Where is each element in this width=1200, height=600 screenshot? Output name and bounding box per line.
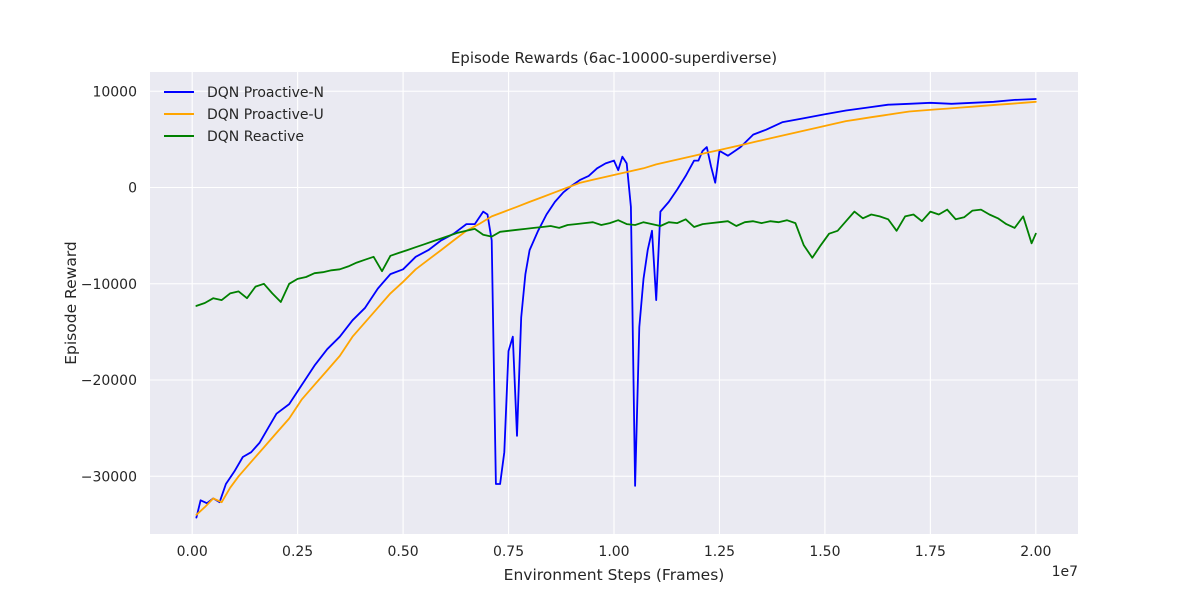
y-tick-label: −10000 bbox=[81, 277, 137, 293]
legend: DQN Proactive-N DQN Proactive-U DQN Reacti… bbox=[164, 85, 324, 145]
x-tick-labels: 0.00 0.25 0.50 0.75 1.00 1.25 1.50 1.75 2.00 bbox=[177, 544, 1052, 560]
y-tick-label: −30000 bbox=[81, 469, 137, 485]
y-tick-label: 0 bbox=[128, 181, 137, 197]
chart-title: Episode Rewards (6ac-10000-superdiverse) bbox=[451, 49, 777, 67]
series-line-dqn-proactive-n bbox=[195, 98, 1037, 519]
legend-label: DQN Reactive bbox=[207, 129, 304, 145]
legend-item: DQN Proactive-U bbox=[164, 107, 324, 123]
x-tick-label: 1.75 bbox=[915, 544, 946, 560]
legend-label: DQN Proactive-U bbox=[207, 107, 324, 123]
y-axis-label: Episode Reward bbox=[62, 241, 80, 365]
x-tick-label: 2.00 bbox=[1020, 544, 1051, 560]
x-offset-label: 1e7 bbox=[1052, 564, 1078, 580]
x-axis-label: Environment Steps (Frames) bbox=[504, 566, 725, 584]
x-gridlines bbox=[191, 72, 1037, 534]
series-line-dqn-reactive bbox=[195, 208, 1037, 307]
series-lines bbox=[195, 98, 1037, 519]
x-tick-label: 1.00 bbox=[598, 544, 629, 560]
y-tick-labels: −30000 −20000 −10000 0 10000 bbox=[81, 84, 137, 485]
y-tick-label: 10000 bbox=[92, 84, 137, 100]
series-line-dqn-proactive-u bbox=[195, 100, 1037, 516]
y-tick-label: −20000 bbox=[81, 373, 137, 389]
legend-item: DQN Reactive bbox=[164, 129, 304, 145]
x-tick-label: 0.25 bbox=[282, 544, 313, 560]
x-tick-label: 0.00 bbox=[177, 544, 208, 560]
legend-item: DQN Proactive-N bbox=[164, 85, 324, 101]
x-tick-label: 0.50 bbox=[388, 544, 419, 560]
x-tick-label: 1.50 bbox=[809, 544, 840, 560]
x-tick-label: 1.25 bbox=[704, 544, 735, 560]
x-tick-label: 0.75 bbox=[493, 544, 524, 560]
legend-label: DQN Proactive-N bbox=[207, 85, 324, 101]
